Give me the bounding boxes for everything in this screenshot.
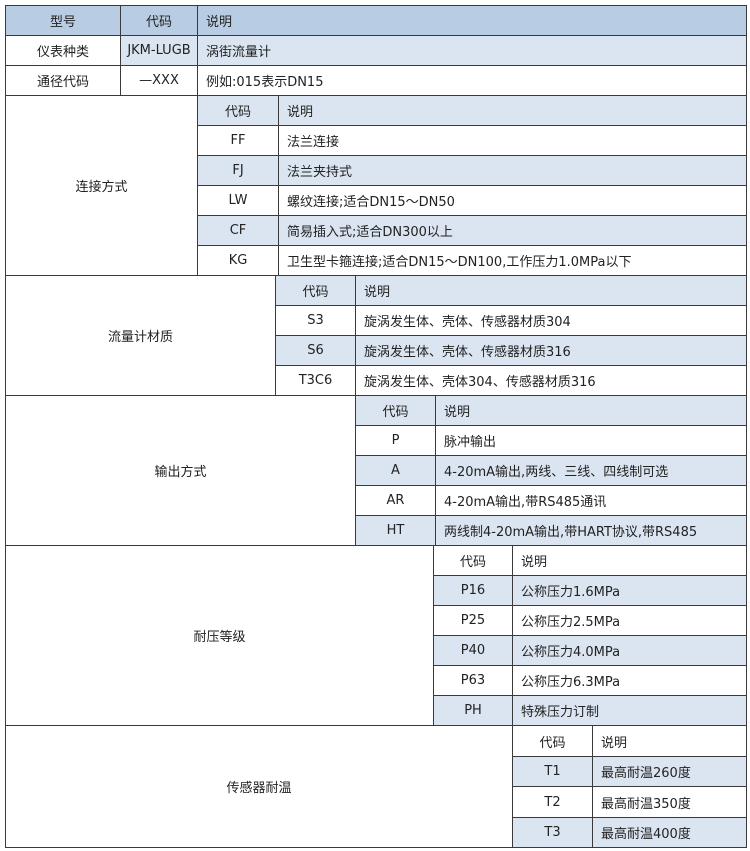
header-cell: 型号 <box>5 5 121 36</box>
desc-cell: 卫生型卡箍连接;适合DN15～DN100,工作压力1.0MPa以下 <box>278 245 747 276</box>
desc-cell: 4-20mA输出,带RS485通讯 <box>435 485 747 516</box>
code-cell: PH <box>433 695 513 726</box>
code-cell: JKM-LUGB <box>120 35 198 66</box>
desc-cell: 4-20mA输出,两线、三线、四线制可选 <box>435 455 747 486</box>
desc-cell: 最高耐温260度 <box>592 756 747 787</box>
code-cell: HT <box>355 515 436 546</box>
code-header: 代码 <box>197 95 279 126</box>
row-label: 仪表种类 <box>5 35 121 66</box>
code-cell: P <box>355 425 436 456</box>
desc-header: 说明 <box>435 395 747 426</box>
desc-header: 说明 <box>278 95 747 126</box>
code-cell: P16 <box>433 575 513 606</box>
code-cell: P63 <box>433 665 513 696</box>
code-cell: FJ <box>197 155 279 186</box>
code-cell: —XXX <box>120 65 198 96</box>
code-header: 代码 <box>275 275 356 306</box>
desc-cell: 旋涡发生体、壳体、传感器材质316 <box>355 335 747 366</box>
section-label: 传感器耐温 <box>5 725 513 848</box>
code-cell: P40 <box>433 635 513 666</box>
desc-cell: 旋涡发生体、壳体、传感器材质304 <box>355 305 747 336</box>
header-cell: 代码 <box>120 5 198 36</box>
code-cell: CF <box>197 215 279 246</box>
desc-cell: 最高耐温350度 <box>592 786 747 818</box>
desc-cell: 螺纹连接;适合DN15～DN50 <box>278 185 747 216</box>
code-cell: FF <box>197 125 279 156</box>
desc-header: 说明 <box>592 725 747 757</box>
code-cell: S6 <box>275 335 356 366</box>
code-cell: T3C6 <box>275 365 356 396</box>
desc-cell: 公称压力2.5MPa <box>512 605 747 636</box>
desc-header: 说明 <box>355 275 747 306</box>
code-cell: A <box>355 455 436 486</box>
desc-cell: 涡街流量计 <box>197 35 747 66</box>
desc-cell: 公称压力6.3MPa <box>512 665 747 696</box>
section-label: 流量计材质 <box>5 275 276 396</box>
desc-cell: 旋涡发生体、壳体304、传感器材质316 <box>355 365 747 396</box>
code-cell: AR <box>355 485 436 516</box>
code-header: 代码 <box>355 395 436 426</box>
code-cell: LW <box>197 185 279 216</box>
code-cell: T3 <box>512 817 593 848</box>
desc-cell: 两线制4-20mA输出,带HART协议,带RS485 <box>435 515 747 546</box>
desc-cell: 公称压力4.0MPa <box>512 635 747 666</box>
section-label: 耐压等级 <box>5 545 434 726</box>
code-cell: T2 <box>512 786 593 818</box>
code-header: 代码 <box>433 545 513 576</box>
desc-cell: 简易插入式;适合DN300以上 <box>278 215 747 246</box>
row-label: 通径代码 <box>5 65 121 96</box>
desc-cell: 最高耐温400度 <box>592 817 747 848</box>
code-header: 代码 <box>512 725 593 757</box>
code-cell: T1 <box>512 756 593 787</box>
code-cell: KG <box>197 245 279 276</box>
header-cell: 说明 <box>197 5 747 36</box>
desc-cell: 法兰连接 <box>278 125 747 156</box>
desc-cell: 脉冲输出 <box>435 425 747 456</box>
desc-cell: 特殊压力订制 <box>512 695 747 726</box>
desc-cell: 法兰夹持式 <box>278 155 747 186</box>
code-cell: P25 <box>433 605 513 636</box>
section-label: 输出方式 <box>5 395 356 546</box>
desc-header: 说明 <box>512 545 747 576</box>
section-label: 连接方式 <box>5 95 198 276</box>
desc-cell: 例如:015表示DN15 <box>197 65 747 96</box>
code-cell: S3 <box>275 305 356 336</box>
desc-cell: 公称压力1.6MPa <box>512 575 747 606</box>
